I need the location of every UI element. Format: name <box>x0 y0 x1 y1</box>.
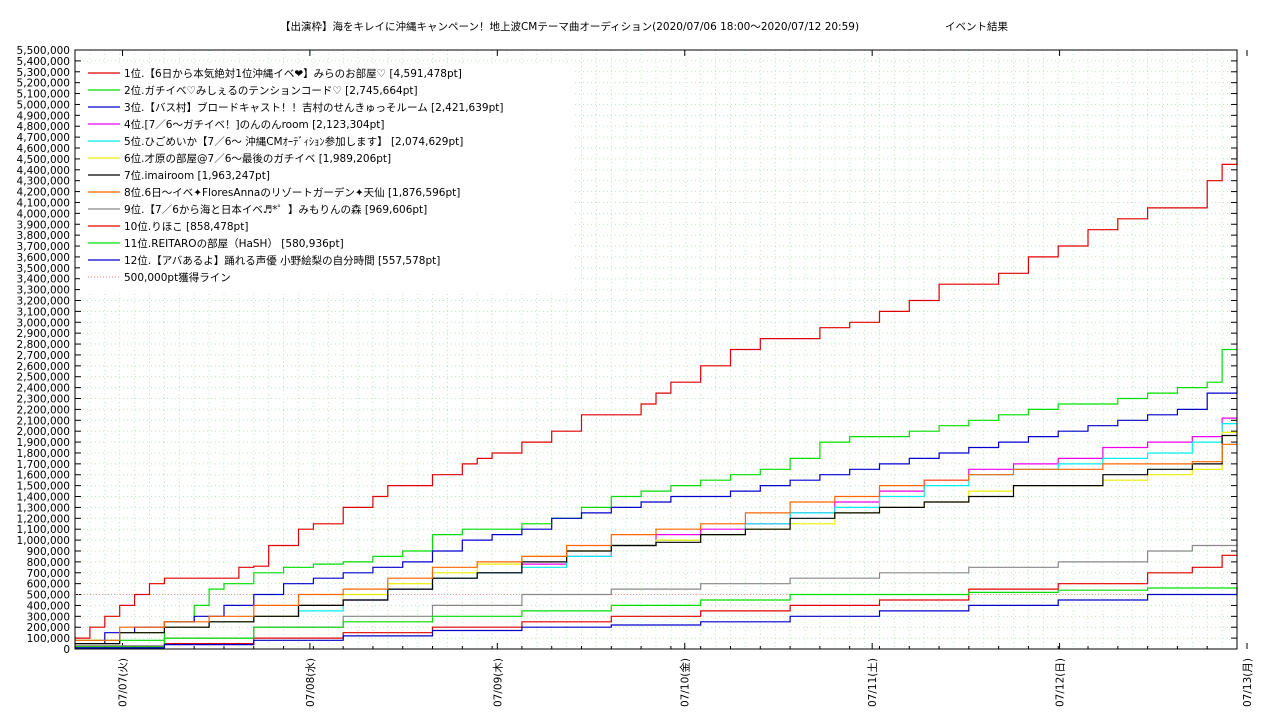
y-tick-label: 600,000 <box>27 579 70 591</box>
y-tick-label: 1,700,000 <box>17 459 70 471</box>
y-tick-label: 800,000 <box>27 557 70 569</box>
y-tick-label: 1,400,000 <box>17 492 70 504</box>
y-tick-label: 4,900,000 <box>17 110 70 122</box>
y-tick-label: 2,100,000 <box>17 415 70 427</box>
y-tick-label: 5,200,000 <box>17 78 70 90</box>
legend-label: 4位.[7／6〜ガチイベ！]のんのんroom [2,123,304pt] <box>124 118 385 131</box>
y-tick-label: 2,600,000 <box>17 361 70 373</box>
y-tick-label: 2,400,000 <box>17 383 70 395</box>
y-tick-label: 4,300,000 <box>17 176 70 188</box>
y-tick-label: 4,500,000 <box>17 154 70 166</box>
y-tick-label: 200,000 <box>27 622 70 634</box>
y-tick-label: 5,400,000 <box>17 56 70 68</box>
y-tick-label: 3,000,000 <box>17 317 70 329</box>
y-tick-label: 100,000 <box>27 633 70 645</box>
y-tick-label: 3,100,000 <box>17 306 70 318</box>
y-axis: 0100,000200,000300,000400,000500,000600,… <box>17 45 1237 656</box>
x-tick-label: 07/11(土) <box>866 658 879 707</box>
legend-label: 1位.【6日から本気絶対1位沖縄イベ❤】みらのお部屋♡ [4,591,478pt… <box>124 67 462 80</box>
legend-label: 7位.imairoom [1,963,247pt] <box>124 169 270 182</box>
legend-label: 5位.ひごめいか【7／6〜 沖縄CMｵｰﾃﾞｨｼｮﾝ参加します】 [2,074,… <box>124 135 463 148</box>
y-tick-label: 2,300,000 <box>17 394 70 406</box>
y-tick-label: 700,000 <box>27 568 70 580</box>
y-tick-label: 3,500,000 <box>17 263 70 275</box>
series-line-10 <box>75 554 1237 648</box>
y-tick-label: 3,700,000 <box>17 241 70 253</box>
y-tick-label: 0 <box>63 644 70 656</box>
y-tick-label: 2,800,000 <box>17 339 70 351</box>
y-tick-label: 3,600,000 <box>17 252 70 264</box>
y-tick-label: 1,500,000 <box>17 481 70 493</box>
series-lines <box>75 148 1238 649</box>
x-tick-label: 07/10(金) <box>679 658 692 707</box>
y-tick-label: 4,200,000 <box>17 187 70 199</box>
y-tick-label: 3,300,000 <box>17 285 70 297</box>
legend-label: 8位.6日〜イベ✦FloresAnnaのリゾートガーデン✦天仙 [1,876,5… <box>124 186 460 199</box>
legend-label: 12位.【アバあるよ】踊れる声優 小野絵梨の自分時間 [557,578pt] <box>124 254 440 267</box>
y-tick-label: 2,500,000 <box>17 372 70 384</box>
series-line-1 <box>75 148 1238 639</box>
y-tick-label: 4,000,000 <box>17 208 70 220</box>
y-tick-label: 4,800,000 <box>17 121 70 133</box>
y-tick-label: 4,100,000 <box>17 197 70 209</box>
y-tick-label: 300,000 <box>27 611 70 623</box>
series-line-11 <box>75 585 1238 648</box>
y-tick-label: 500,000 <box>27 590 70 602</box>
chart-subtitle: イベント結果 <box>945 20 1008 33</box>
x-tick-label: 07/07(火) <box>117 658 129 707</box>
y-tick-label: 400,000 <box>27 600 70 612</box>
y-tick-label: 4,700,000 <box>17 132 70 144</box>
series-line-3 <box>75 385 1238 645</box>
series-line-2 <box>75 348 1237 641</box>
y-tick-label: 5,300,000 <box>17 67 70 79</box>
legend-label: 6位.才原の部屋@7／6〜最後のガチイベ [1,989,206pt] <box>124 152 391 165</box>
y-tick-label: 2,900,000 <box>17 328 70 340</box>
x-tick-label: 07/12(日) <box>1055 658 1067 707</box>
legend: 1位.【6日から本気絶対1位沖縄イベ❤】みらのお部屋♡ [4,591,478pt… <box>80 64 574 292</box>
y-tick-label: 1,600,000 <box>17 470 70 482</box>
legend-label: 3位.【バス村】ブロードキャスト！！吉村のせんきゅっそルーム [2,421,63… <box>124 101 503 114</box>
y-tick-label: 2,200,000 <box>17 404 70 416</box>
legend-label: 500,000pt獲得ライン <box>124 271 231 284</box>
y-tick-label: 1,900,000 <box>17 437 70 449</box>
y-tick-label: 2,700,000 <box>17 350 70 362</box>
y-tick-label: 1,200,000 <box>17 513 70 525</box>
series-line-8 <box>75 443 1237 641</box>
legend-label: 10位.りほこ [858,478pt] <box>124 220 248 233</box>
y-tick-label: 1,000,000 <box>17 535 70 547</box>
y-tick-label: 3,800,000 <box>17 230 70 242</box>
legend-label: 9位.【7／6から海と日本イベ♬*゜】みもりんの森 [969,606pt] <box>124 203 427 216</box>
y-tick-label: 1,300,000 <box>17 502 70 514</box>
y-tick-label: 2,000,000 <box>17 426 70 438</box>
y-tick-label: 3,200,000 <box>17 295 70 307</box>
series-line-7 <box>75 434 1237 645</box>
x-tick-label: 07/08(水) <box>305 658 317 707</box>
x-tick-label: 07/09(木) <box>492 658 504 707</box>
y-tick-label: 3,400,000 <box>17 274 70 286</box>
plot-frame <box>74 49 1238 650</box>
y-tick-label: 5,500,000 <box>17 45 70 57</box>
legend-label: 2位.ガチイベ♡みしぇるのテンションコード♡ [2,745,664pt] <box>124 84 418 97</box>
y-tick-label: 3,900,000 <box>17 219 70 231</box>
series-line-12 <box>75 588 1238 649</box>
y-tick-label: 4,400,000 <box>17 165 70 177</box>
y-tick-label: 4,600,000 <box>17 143 70 155</box>
chart-title: 【出演枠】海をキレイに沖縄キャンペーン！地上波CMテーマ曲オーディション(202… <box>280 20 859 33</box>
y-tick-label: 900,000 <box>27 546 70 558</box>
y-tick-label: 5,100,000 <box>17 89 70 101</box>
y-tick-label: 1,100,000 <box>17 524 70 536</box>
x-tick-label: 07/13(月) <box>1242 658 1254 707</box>
y-tick-label: 5,000,000 <box>17 99 70 111</box>
legend-box <box>80 64 574 292</box>
legend-label: 11位.REITAROの部屋（HaSH） [580,936pt] <box>124 237 344 250</box>
y-tick-label: 1,800,000 <box>17 448 70 460</box>
